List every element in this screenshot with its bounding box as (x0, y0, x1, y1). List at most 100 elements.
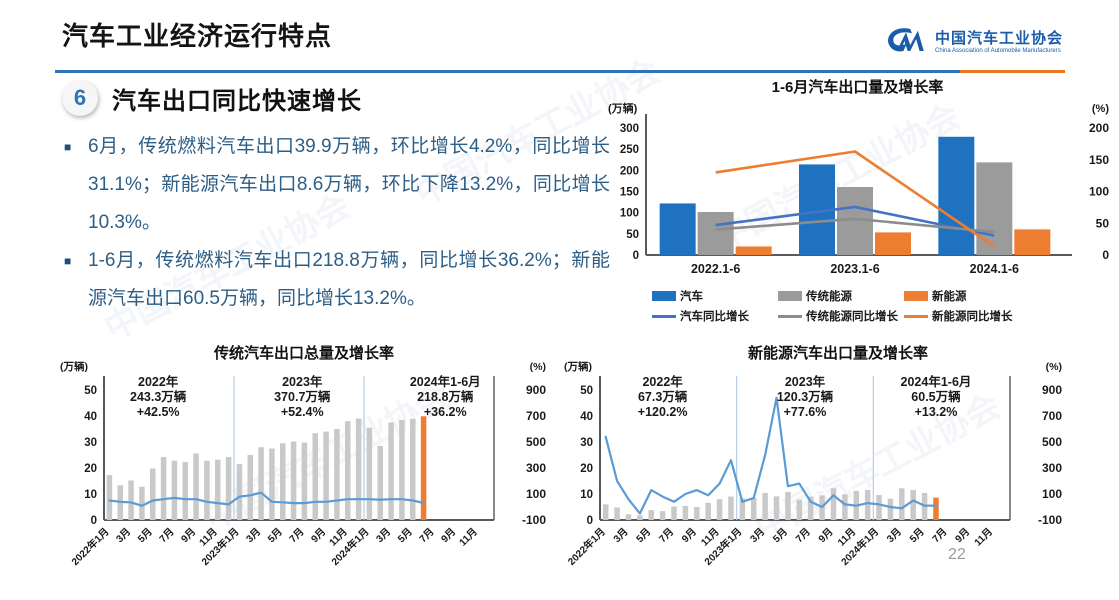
bar (388, 422, 394, 520)
chart-title: 传统汽车出口总量及增长率 (213, 345, 394, 362)
bar (910, 490, 916, 520)
legend-label: 传统能源同比增长 (806, 311, 898, 323)
chart-canvas: (万辆) (%) 0 10 20 30 40 50 -100 100 300 500 700 900 202… (564, 360, 1062, 568)
x-tick-label: 2022年1月 (565, 525, 608, 568)
legend-swatch-icon (652, 291, 676, 301)
axis-tick-label: 700 (1042, 409, 1062, 423)
axis-tick-label: 300 (1042, 461, 1062, 475)
section-number-badge: 6 (62, 80, 98, 116)
bar (785, 491, 791, 520)
chart-title: 新能源汽车出口量及增长率 (747, 345, 928, 362)
legend-swatch-icon (904, 291, 928, 301)
bullet-item: ■ 6月，传统燃料汽车出口39.9万辆，环比增长4.2%，同比增长31.1%；新… (62, 128, 610, 242)
annotation-line: +120.2% (638, 405, 688, 419)
annotation-line: 243.3万辆 (130, 389, 187, 404)
bar (193, 453, 199, 520)
axis-tick-label: 700 (526, 409, 546, 423)
bar (739, 498, 746, 520)
annotation-line: 2022年 (642, 374, 683, 389)
header-divider-orange (960, 70, 1065, 73)
annotation-line: 218.8万辆 (417, 389, 474, 404)
axis-tick-label: 10 (84, 489, 97, 501)
bar (705, 502, 711, 520)
bar (334, 429, 340, 520)
bar (377, 445, 383, 520)
right-axis-unit: (%) (530, 361, 546, 373)
axis-tick-label: 0 (633, 250, 639, 262)
x-tick-label: 5月 (771, 526, 790, 545)
annotation-line: 67.3万辆 (638, 389, 688, 404)
legend-swatch-icon (778, 314, 802, 318)
x-tick-label: 3月 (748, 526, 767, 545)
axis-tick-label: 50 (1096, 216, 1110, 230)
bar (659, 511, 666, 520)
header-divider-blue (55, 70, 960, 73)
bar (773, 496, 780, 520)
x-tick-label: 11月 (972, 526, 995, 549)
bar (671, 506, 677, 520)
caam-logo-icon (884, 24, 928, 61)
logo-name-en: China Association of Automobile Manufact… (934, 47, 1061, 54)
legend-row: 汽车同比增长 传统能源同比增长 新能源同比增长 (652, 308, 1030, 324)
axis-tick-label: 10 (580, 489, 593, 501)
x-tick-label: 9月 (179, 526, 198, 545)
annotation-line: +52.4% (281, 405, 324, 419)
bullet-text: 1-6月，传统燃料汽车出口218.8万辆，同比增长36.2%；新能源汽车出口60… (88, 250, 610, 309)
bar (1014, 229, 1051, 255)
highlight-bar (933, 497, 939, 520)
x-tick-label: 5月 (907, 526, 926, 545)
axis-tick-label: 50 (580, 385, 593, 397)
axis-tick-label: -100 (522, 513, 546, 527)
legend-label: 新能源 (932, 291, 967, 303)
legend-item: 汽车 (652, 288, 778, 304)
category-label: 2023.1-6 (830, 262, 879, 276)
bar (399, 419, 405, 520)
annotation-line: 2023年 (785, 374, 826, 389)
bar (728, 496, 734, 520)
text-block: 6 汽车出口同比快速增长 ■ 6月，传统燃料汽车出口39.9万辆，环比增长4.2… (62, 80, 610, 318)
axis-tick-label: 40 (84, 411, 97, 423)
x-tick-label: 9月 (439, 526, 458, 545)
chart-h1-export-volume-growth: 1-6月汽车出口量及增长率 (万辆) (%) 0 50 100 150 200 250 300 0… (600, 76, 1115, 338)
bar (247, 455, 253, 520)
bar (938, 136, 975, 255)
bar (160, 457, 167, 520)
bar (875, 232, 911, 255)
axis-tick-label: 150 (620, 187, 639, 199)
chart-title: 1-6月汽车出口量及增长率 (771, 79, 944, 96)
legend-item: 传统能源 (778, 288, 904, 304)
axis-tick-label: 40 (580, 411, 593, 423)
page-number: 22 (948, 546, 966, 563)
axis-tick-label: 200 (620, 165, 639, 177)
x-tick-label: 5月 (135, 526, 154, 545)
axis-tick-label: 250 (620, 144, 639, 156)
x-tick-label: 3月 (884, 526, 903, 545)
bar (625, 514, 632, 520)
section-header: 6 汽车出口同比快速增长 (62, 80, 610, 116)
axis-tick-label: 30 (580, 437, 593, 449)
bar (648, 510, 654, 520)
axis-tick-label: 30 (84, 437, 97, 449)
axis-tick-label: 500 (526, 435, 546, 449)
bar (171, 460, 178, 520)
legend-label: 汽车 (680, 291, 703, 303)
x-tick-label: 11月 (457, 526, 480, 549)
bar (864, 489, 871, 520)
x-tick-label: 5月 (265, 526, 284, 545)
bar (410, 418, 416, 520)
axis-tick-label: 100 (526, 487, 546, 501)
left-axis-unit: (万辆) (564, 360, 592, 373)
annotation-line: 2024年1-6月 (410, 374, 481, 389)
x-tick-label: 7月 (287, 526, 306, 545)
bar (290, 441, 297, 520)
annotation-line: +42.5% (137, 405, 180, 419)
annotation-line: 120.3万辆 (777, 389, 834, 404)
section-title: 汽车出口同比快速增长 (112, 87, 362, 115)
legend-label: 新能源同比增长 (932, 311, 1013, 323)
monthly-bars (602, 488, 939, 520)
legend-row: 汽车 传统能源 新能源 (652, 288, 1030, 304)
bar (150, 468, 156, 520)
bar (735, 246, 772, 255)
annotation-line: 2022年 (138, 374, 179, 389)
chart-legend: 汽车 传统能源 新能源 汽车同比增长 传统能源同比增长 新能源同比增长 (652, 288, 1030, 324)
